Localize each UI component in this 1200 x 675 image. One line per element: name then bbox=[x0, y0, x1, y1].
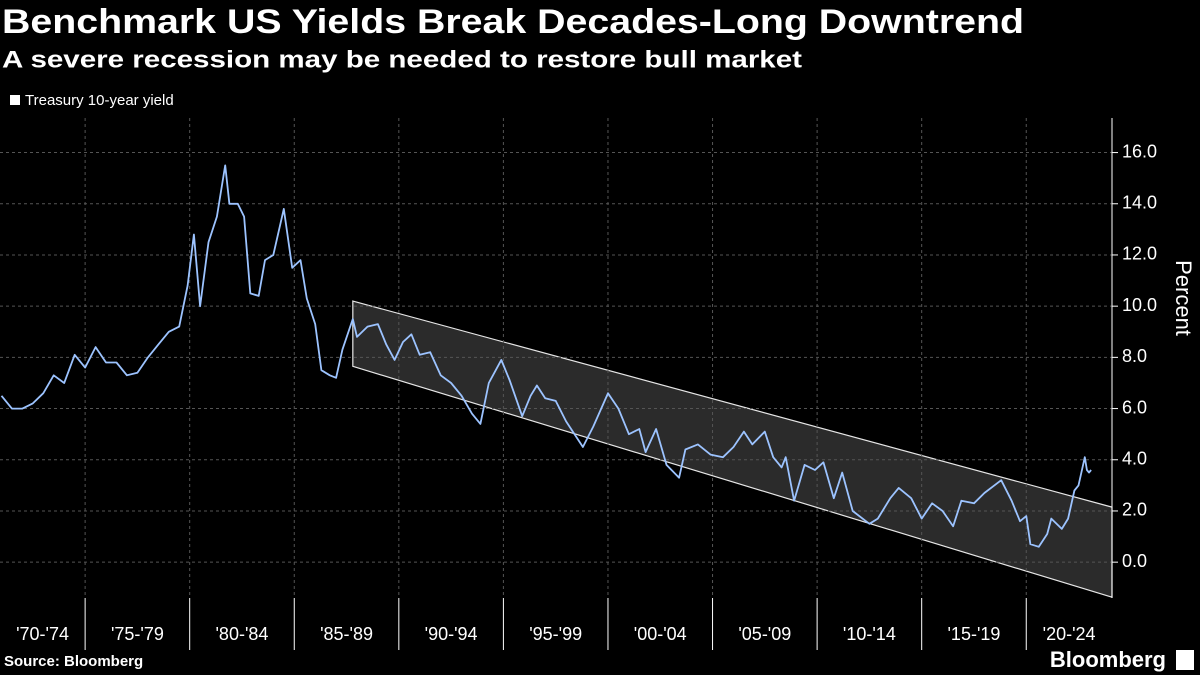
source: Source: Bloomberg bbox=[4, 653, 143, 670]
y-tick-label: 8.0 bbox=[1122, 346, 1147, 366]
x-tick-label: '80-'84 bbox=[216, 624, 269, 644]
y-axis-label: Percent bbox=[1171, 260, 1196, 336]
legend-swatch bbox=[10, 95, 20, 105]
x-tick-label: '05-'09 bbox=[738, 624, 791, 644]
x-tick-label: '90-'94 bbox=[425, 624, 478, 644]
y-tick-label: 10.0 bbox=[1122, 295, 1157, 315]
chart-title: Benchmark US Yields Break Decades-Long D… bbox=[2, 3, 1024, 41]
series-line bbox=[0, 164, 1092, 548]
y-tick-label: 14.0 bbox=[1122, 193, 1157, 213]
y-tick-label: 0.0 bbox=[1122, 551, 1147, 571]
y-tick-label: 6.0 bbox=[1122, 397, 1147, 417]
brand: Bloomberg bbox=[1050, 647, 1166, 672]
legend-label: Treasury 10-year yield bbox=[25, 92, 174, 109]
x-tick-label: '00-'04 bbox=[634, 624, 687, 644]
x-tick-label: '95-'99 bbox=[529, 624, 582, 644]
x-tick-label: '85-'89 bbox=[320, 624, 373, 644]
x-tick-label: '15-'19 bbox=[948, 624, 1001, 644]
x-tick-label: '70-'74 bbox=[16, 624, 69, 644]
x-tick-label: '75-'79 bbox=[111, 624, 164, 644]
y-tick-label: 4.0 bbox=[1122, 449, 1147, 469]
brand-icon bbox=[1176, 650, 1194, 670]
y-tick-label: 2.0 bbox=[1122, 500, 1147, 520]
y-tick-label: 12.0 bbox=[1122, 244, 1157, 264]
x-tick-label: '20-'24 bbox=[1043, 624, 1096, 644]
x-tick-label: '10-'14 bbox=[843, 624, 896, 644]
y-tick-label: 16.0 bbox=[1122, 141, 1157, 161]
chart-subtitle: A severe recession may be needed to rest… bbox=[2, 46, 802, 73]
